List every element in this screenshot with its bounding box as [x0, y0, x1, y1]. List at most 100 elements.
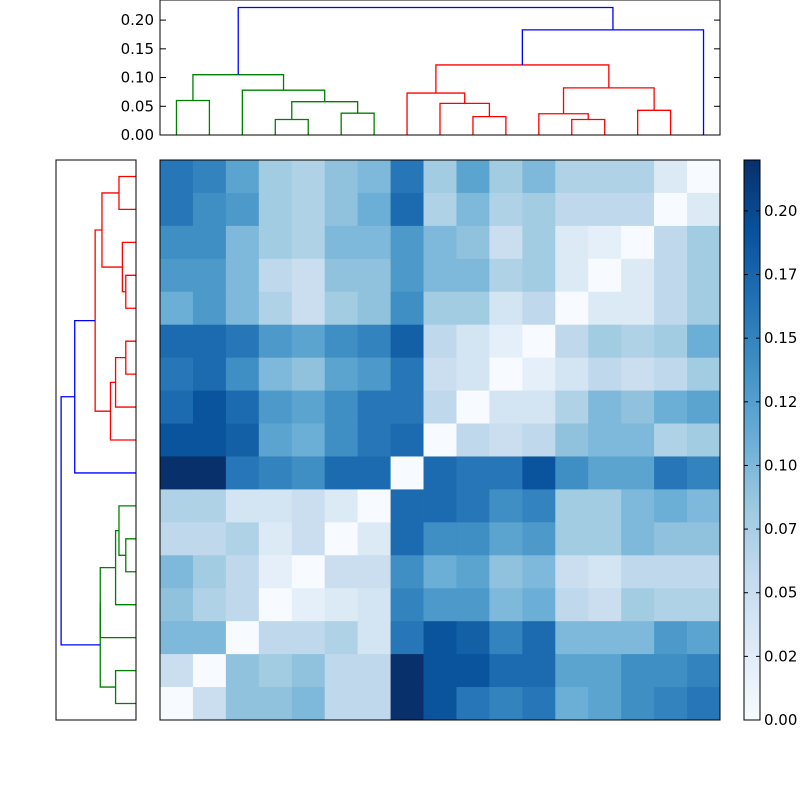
heatmap-cell: [160, 489, 194, 523]
heatmap-cell: [588, 390, 622, 424]
heatmap-cell: [423, 456, 457, 490]
heatmap-cell: [654, 423, 688, 457]
heatmap-cell: [423, 324, 457, 359]
heatmap-cell: [489, 456, 523, 490]
heatmap-cell: [291, 489, 326, 523]
heatmap-cell: [555, 390, 589, 424]
left-dendrogram-link: [99, 602, 116, 688]
heatmap-cell: [324, 687, 359, 721]
top-dendrogram: 0.00 0.05 0.10 0.15 0.20: [121, 0, 721, 144]
heatmap-cell: [456, 687, 490, 721]
heatmap-cell: [456, 654, 490, 688]
heatmap-cell: [522, 687, 556, 721]
heatmap-cell: [192, 291, 227, 326]
heatmap-cell: [654, 456, 688, 490]
heatmap-cell: [588, 258, 622, 293]
heatmap-cell: [555, 324, 589, 359]
heatmap-cell: [489, 489, 523, 523]
heatmap-cell: [357, 357, 391, 391]
heatmap-cell: [621, 423, 655, 457]
heatmap-cell: [357, 687, 391, 721]
colorbar-ticks: 0.00 0.02 0.05 0.07 0.10 0.12 0.15 0.17 0.20: [744, 202, 797, 729]
heatmap-cell: [621, 555, 655, 589]
heatmap-cell: [621, 390, 655, 424]
heatmap-cell: [160, 390, 194, 424]
heatmap-cell: [588, 324, 622, 359]
heatmap-cell: [291, 324, 326, 359]
colorbar-tick-label: 0.10: [764, 456, 797, 474]
heatmap-cell: [258, 654, 293, 688]
heatmap-cell: [357, 291, 391, 326]
heatmap-cell: [160, 588, 194, 622]
colorbar-tick-label: 0.17: [764, 266, 797, 284]
heatmap-cell: [390, 588, 424, 622]
left-dendrogram-link: [60, 396, 101, 646]
heatmap-cell: [489, 258, 523, 293]
heatmap-cell: [225, 324, 260, 359]
heatmap-cell: [390, 621, 424, 655]
heatmap-cell: [225, 621, 260, 655]
heatmap-cell: [588, 423, 622, 457]
heatmap-cell: [456, 225, 490, 260]
heatmap-cell: [654, 588, 688, 622]
heatmap-cell: [687, 588, 721, 622]
heatmap-cell: [324, 160, 359, 194]
heatmap-cell: [621, 687, 655, 721]
heatmap-cell: [258, 357, 293, 391]
heatmap-cell: [654, 192, 688, 227]
heatmap-cell: [456, 588, 490, 622]
heatmap-cell: [192, 160, 227, 194]
heatmap-cell: [192, 423, 227, 457]
heatmap-cell: [654, 357, 688, 391]
heatmap-cell: [489, 588, 523, 622]
heatmap-cell: [324, 192, 359, 227]
top-dendrogram-tick-label: 0.00: [121, 126, 154, 144]
heatmap-cell: [258, 456, 293, 490]
heatmap-cell: [291, 456, 326, 490]
heatmap-cell: [258, 291, 293, 326]
heatmap-cell: [423, 258, 457, 293]
top-dendrogram-links: [175, 6, 705, 135]
heatmap-cell: [291, 687, 326, 721]
left-dendrogram-link: [118, 505, 136, 556]
heatmap-cell: [423, 291, 457, 326]
heatmap-cell: [324, 390, 359, 424]
heatmap-cell: [489, 324, 523, 359]
top-dendrogram-tick-label: 0.15: [121, 40, 154, 58]
heatmap-cell: [291, 390, 326, 424]
heatmap-cell: [160, 291, 194, 326]
heatmap-cell: [456, 192, 490, 227]
top-dendrogram-link: [192, 74, 285, 101]
heatmap-cell: [225, 258, 260, 293]
heatmap-cell: [160, 160, 194, 194]
heatmap-cell: [555, 654, 589, 688]
colorbar-frame: [743, 159, 761, 721]
heatmap-cell: [357, 160, 391, 194]
heatmap-cell: [225, 456, 260, 490]
heatmap-cell: [357, 225, 391, 260]
heatmap-cell: [423, 390, 457, 424]
top-dendrogram-link: [435, 64, 610, 94]
heatmap-cell: [489, 390, 523, 424]
heatmap-cell: [291, 654, 326, 688]
heatmap-cell: [588, 489, 622, 523]
heatmap-cell: [324, 357, 359, 391]
colorbar-tick-label: 0.02: [764, 647, 797, 665]
heatmap-cell: [390, 687, 424, 721]
heatmap-cell: [654, 522, 688, 556]
heatmap-cell: [192, 390, 227, 424]
colorbar-tick-label: 0.15: [764, 329, 797, 347]
heatmap-cell: [291, 423, 326, 457]
heatmap-cell: [423, 588, 457, 622]
heatmap-cell: [324, 621, 359, 655]
heatmap-cell: [258, 390, 293, 424]
heatmap-cell: [555, 423, 589, 457]
heatmap-cell: [621, 258, 655, 293]
heatmap-cell: [555, 489, 589, 523]
heatmap-cell: [522, 291, 556, 326]
heatmap-cell: [522, 225, 556, 260]
left-dendrogram-link: [118, 175, 136, 211]
heatmap-cell: [324, 654, 359, 688]
top-dendrogram-tick-label: 0.05: [121, 97, 154, 115]
top-dendrogram-link: [636, 109, 672, 135]
